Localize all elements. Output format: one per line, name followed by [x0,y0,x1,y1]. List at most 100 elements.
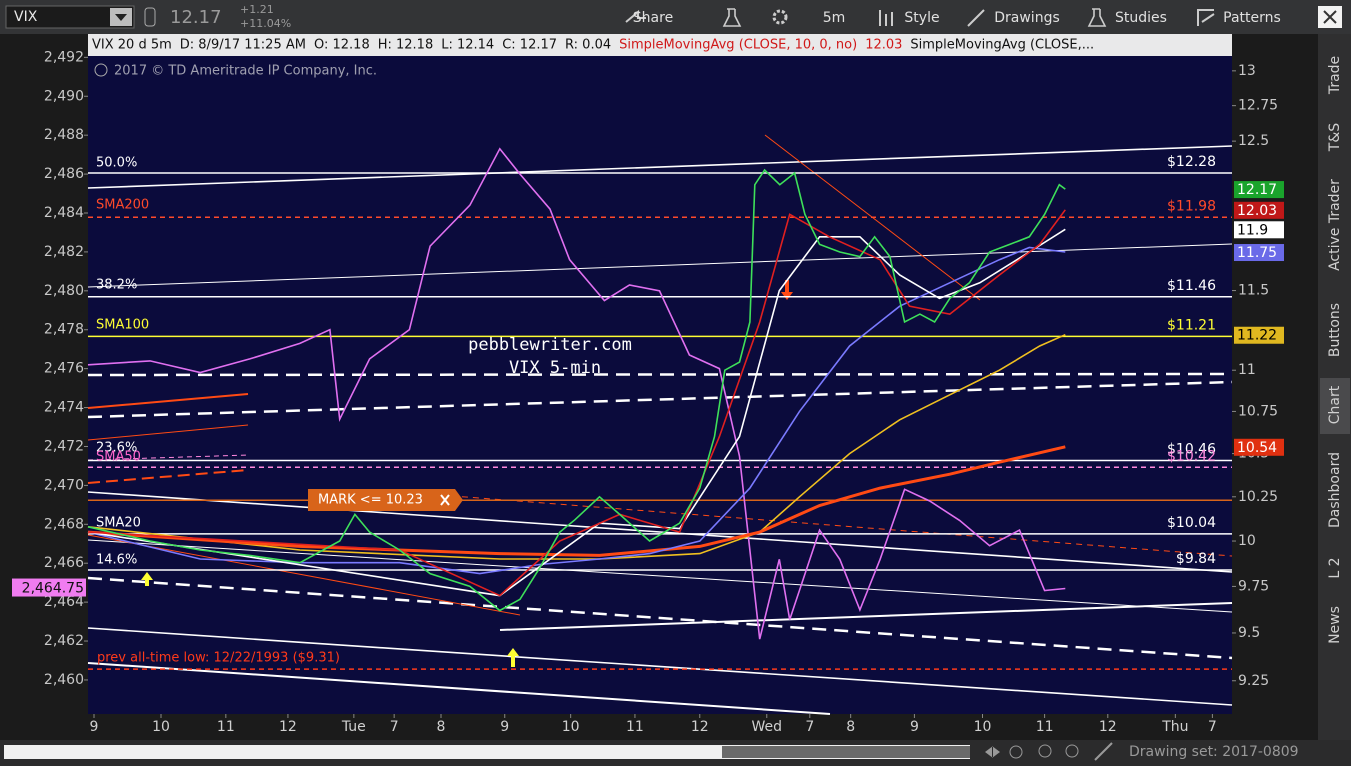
gear-icon[interactable] [772,9,788,25]
draw-icon[interactable] [1094,742,1113,761]
side-tab[interactable]: Dashboard [1327,452,1343,528]
price-marker [1234,181,1284,199]
header-field: D: 8/9/17 11:25 AM [180,38,306,53]
trend-line [87,539,1233,613]
style-icon [879,10,893,26]
y2-tick-label: 2,484 [44,205,84,221]
symbol-box[interactable] [5,5,135,29]
zoom-in-icon[interactable] [1038,744,1052,758]
level-label: $10.46 [1167,441,1216,457]
y2-tick-label: 2,476 [44,361,84,377]
annotation: pebblewriter.com [468,335,632,355]
x-tick-label: 10 [152,719,170,735]
toolbar-button[interactable]: Drawings [994,10,1060,26]
x-tick-label: 7 [390,719,399,735]
crosshair-icon[interactable] [1009,745,1023,759]
series-line [87,168,1066,612]
y2-tick-label: 2,486 [44,166,84,182]
net-change: +1.21 [240,3,274,16]
side-tab[interactable]: T&S [1327,123,1343,152]
y2-tick-label: 2,466 [44,555,84,571]
price-marker-label: 11.22 [1237,328,1277,344]
y2-tick-label: 2,464 [44,594,84,610]
y2-tick-label: 2,460 [44,672,84,688]
link-icon[interactable] [144,7,156,27]
header: VIX 20 d 5m D: 8/9/17 11:25 AM O: 12.18 H: … [92,38,1094,53]
level-label: $11.46 [1167,278,1216,294]
x-tick-label: 11 [1036,719,1054,735]
zoom-arrows[interactable] [985,746,1000,758]
x-tick-label: 8 [437,719,446,735]
mark-label: MARK <= 10.23 [318,493,423,508]
y-tick-label: 13 [1238,63,1256,79]
toolbar-button[interactable]: Style [904,10,939,26]
toolbar [0,0,1351,34]
y-tick-label: 10 [1238,533,1256,549]
header-field: H: 12.18 [378,38,434,53]
price-marker-label: 11.9 [1237,222,1268,238]
series-line [87,445,1066,557]
x-tick-label: 7 [805,719,814,735]
pct-change: +11.04% [240,17,291,30]
info-icon[interactable] [94,63,108,77]
side-tab[interactable]: Trade [1327,56,1343,95]
y-tick-label: 12.75 [1238,98,1278,114]
annotation: prev all-time low: 12/22/1993 ($9.31) [97,651,340,666]
study-value: 12.03 [865,38,902,53]
level-label: $12.28 [1167,154,1216,170]
y2-tick-label: 2,488 [44,127,84,143]
trend-line [87,662,831,715]
flask-icon[interactable] [722,8,742,27]
y2-tick-label: 2,468 [44,516,84,532]
side-tab[interactable]: News [1327,606,1343,644]
mark-close[interactable] [440,494,450,506]
level-label: $10.04 [1167,515,1216,531]
study-label: SimpleMovingAvg (CLOSE, 10, 0, no) [619,38,857,53]
trend-line [87,145,1233,189]
price-marker-label: 11.75 [1237,245,1277,261]
price-marker [1234,438,1284,456]
trend-line [439,494,1233,557]
x-tick-label: 11 [626,719,644,735]
toolbar-button[interactable]: Studies [1115,10,1167,26]
drawing-set: Drawing set: 2017-0809 [1129,744,1299,760]
trend-line [87,393,249,409]
side-tab[interactable]: Buttons [1327,303,1343,357]
y-tick-label: 9.25 [1238,673,1269,689]
price-marker [1234,244,1284,262]
annotation: SMA200 [96,198,149,213]
toolbar-button[interactable]: Patterns [1223,10,1281,26]
levels: $12.28 $11.98 $11.46 $11.21 $10.46$10.42 $10.… [88,154,1232,670]
side-tab[interactable]: Chart [1327,385,1343,424]
y2-marker [12,578,86,597]
toolbar-button[interactable]: Share [633,10,673,26]
side-tab[interactable]: L 2 [1327,557,1343,578]
toolbar-button[interactable]: 5m [823,10,846,26]
symbol: VIX [14,9,38,25]
trend-line [87,372,1233,377]
side-tab[interactable]: Active Trader [1327,179,1343,271]
level-label: $11.98 [1167,198,1216,214]
series-line [87,333,1066,560]
scroll-thumb[interactable] [722,746,970,758]
annotations: 50.0% SMA200 38.2% SMA100 23.6%SMA50 SMA20 14.… [96,156,632,666]
trend-line [499,602,1233,631]
up-arrow [141,572,153,586]
mark-box[interactable] [308,489,463,511]
zoom-out-icon[interactable] [1065,744,1079,758]
x-tick-label: 10 [562,719,580,735]
level-label: $11.21 [1167,317,1216,333]
studies-icon [1087,8,1107,27]
price-marker [1234,326,1284,344]
price-marker [1234,201,1284,219]
level-label: $9.84 [1176,551,1216,567]
y-tick-label: 11 [1238,362,1256,378]
share-icon [625,9,646,23]
annotation: SMA20 [96,516,141,531]
annotation: SMA100 [96,318,149,333]
y2-tick-label: 2,474 [44,400,84,416]
y2-tick-label: 2,472 [44,438,84,454]
trend-line [87,380,1233,419]
